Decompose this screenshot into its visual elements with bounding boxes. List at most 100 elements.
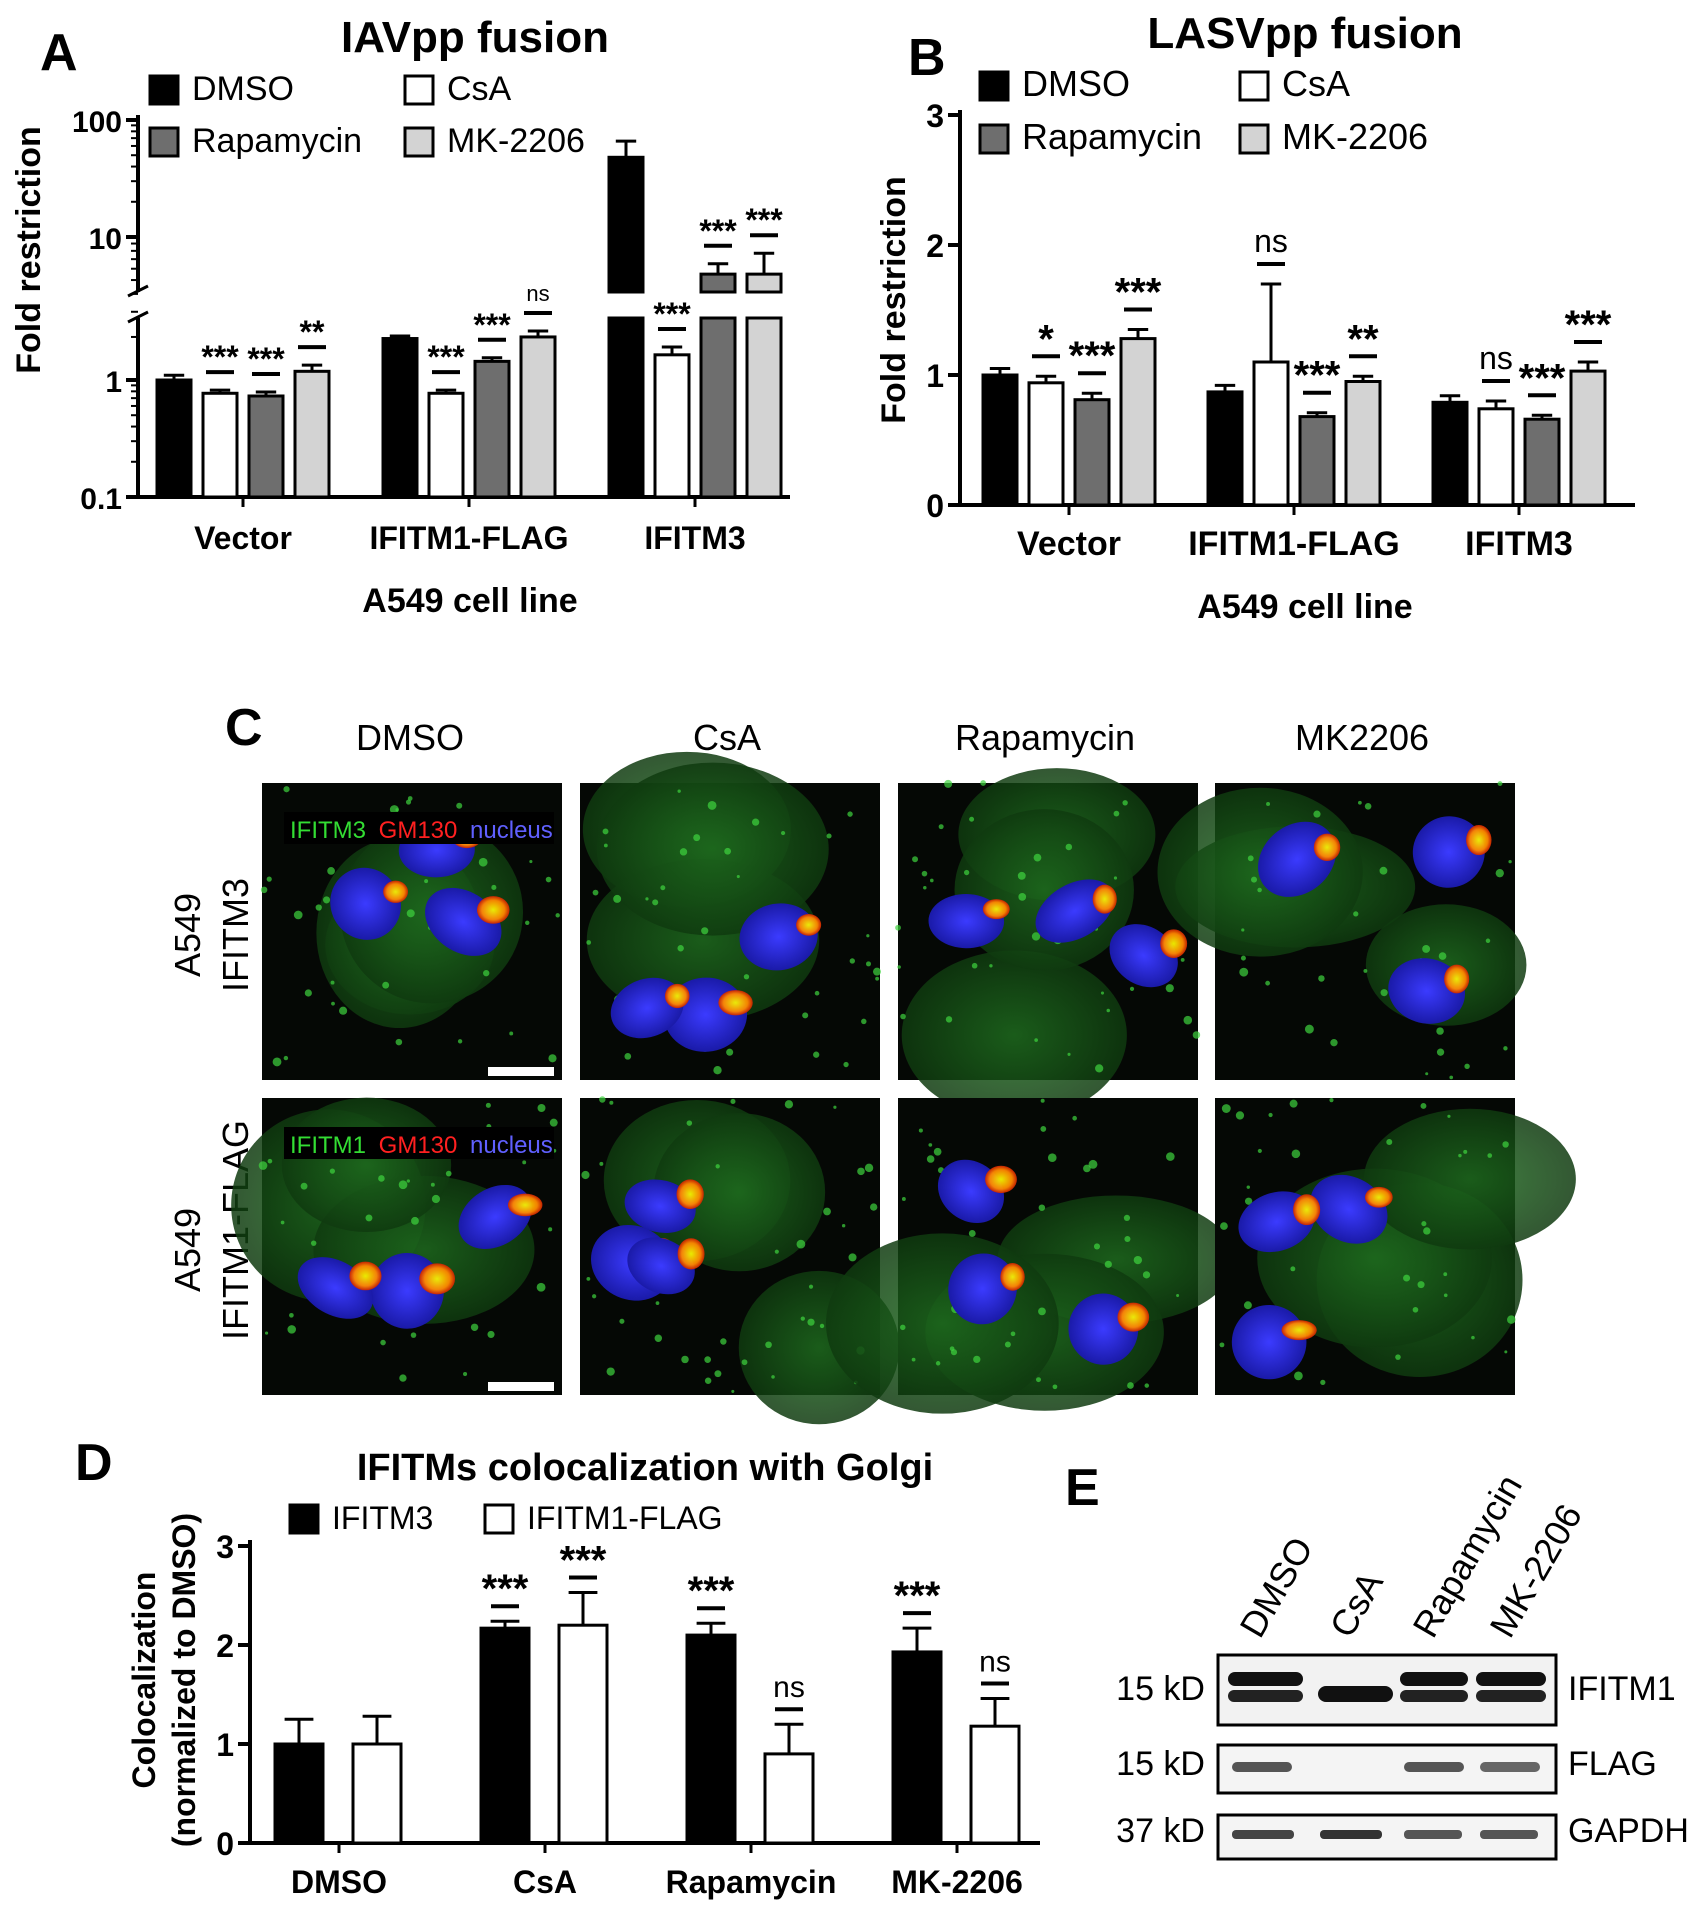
- significance-label-a-mk-2206-ifitm3: ***: [745, 202, 783, 238]
- y-tick-label: 10: [89, 223, 122, 256]
- legend-swatch-ifitm1-flag: [483, 1503, 515, 1535]
- bar-b-mk-2206-ifitm3: [1569, 369, 1607, 507]
- legend-b: DMSO CsA Rapamycin MK-2206: [978, 63, 1428, 157]
- legend-label-csa: CsA: [1282, 63, 1350, 104]
- x-tick-label-ifitm1-flag: IFITM1-FLAG: [369, 520, 568, 556]
- x-tick-label-rapamycin: Rapamycin: [666, 1864, 837, 1900]
- bar-b-rapamycin-vector: [1073, 398, 1111, 507]
- lane-label-dmso: DMSO: [1231, 1530, 1321, 1644]
- panel-label-a: A: [40, 24, 78, 82]
- blot-label-gapdh: GAPDH: [1568, 1812, 1689, 1850]
- significance-label-b-mk-2206-ifitm3: ***: [1565, 303, 1612, 347]
- bar-a-mk-2206-ifitm1-flag: [519, 335, 557, 499]
- significance-label-a-csa-ifitm1-flag: ***: [427, 339, 465, 375]
- y-tick-label: 3: [926, 98, 944, 134]
- significance-label-d-ifitm3-mk-2206: ***: [894, 1574, 941, 1618]
- row-label-line2-ifitm3: IFITM3: [215, 878, 256, 992]
- bar-a-csa-ifitm1-flag: [427, 391, 465, 499]
- significance-label-b-csa-ifitm3: ns: [1479, 340, 1513, 376]
- bar-b-csa-ifitm1-flag: [1252, 360, 1290, 507]
- blot-size-ifitm1: 15 kD: [1116, 1670, 1205, 1708]
- significance-label-a-rapamycin-ifitm3: ***: [699, 213, 737, 249]
- significance-label-b-rapamycin-ifitm1-flag: ***: [1294, 354, 1341, 398]
- significance-label-a-rapamycin-ifitm1-flag: ***: [473, 307, 511, 343]
- micrograph-ifitm3-csa: [580, 751, 881, 1080]
- legend-swatch-dmso: [978, 70, 1010, 102]
- x-tick-label-ifitm1-flag: IFITM1-FLAG: [1188, 525, 1400, 563]
- bar-a-rapamycin-ifitm1-flag: [473, 359, 511, 499]
- bar-a-mk-2206-ifitm3-lower: [745, 316, 783, 499]
- bar-a-rapamycin-vector: [247, 394, 285, 499]
- blot-size-gapdh: 37 kD: [1116, 1812, 1205, 1850]
- significance-label-d-ifitm3-csa: ***: [482, 1567, 529, 1611]
- significance-label-a-rapamycin-vector: ***: [247, 341, 285, 377]
- bar-a-dmso-vector: [155, 378, 193, 499]
- column-label-dmso: DMSO: [356, 717, 464, 758]
- y-axis-label-d: Colocalization: [126, 1572, 162, 1789]
- x-axis-label-a: A549 cell line: [362, 582, 577, 620]
- x-tick-label-ifitm3: IFITM3: [644, 520, 745, 556]
- x-tick-label-dmso: DMSO: [291, 1864, 387, 1900]
- y-tick-label: 3: [216, 1529, 234, 1565]
- stain-label-ifitm1: IFITM1: [290, 1132, 366, 1159]
- significance-label-a-mk-2206-vector: **: [300, 314, 325, 350]
- bar-b-dmso-vector: [981, 373, 1019, 507]
- column-label-rapamycin: Rapamycin: [955, 717, 1135, 758]
- bar-a-mk-2206-ifitm3: [745, 272, 783, 294]
- legend-label-csa: CsA: [447, 70, 512, 108]
- micrograph-ifitm3-mk2206: [1157, 781, 1527, 1080]
- y-tick-label: 1: [105, 366, 122, 399]
- y-axis-label-a: Fold restriction: [10, 126, 48, 373]
- blot-label-flag: FLAG: [1568, 1745, 1657, 1783]
- bar-d-ifitm1-flag-dmso: [351, 1742, 403, 1845]
- column-label-mk2206: MK2206: [1295, 717, 1429, 758]
- significance-label-d-ifitm1-flag-csa: ***: [560, 1539, 607, 1583]
- bar-a-mk-2206-vector: [293, 369, 331, 499]
- y-axis-label-b: Fold restriction: [875, 176, 913, 423]
- legend-label-ifitm1-flag: IFITM1-FLAG: [527, 1500, 723, 1536]
- bar-b-rapamycin-ifitm3: [1523, 417, 1561, 507]
- bar-d-ifitm1-flag-mk-2206: [969, 1724, 1021, 1845]
- bar-d-ifitm3-dmso: [273, 1742, 325, 1845]
- bar-a-csa-vector: [201, 391, 239, 499]
- micrograph-ifitm3-rapamycin: [895, 768, 1201, 1120]
- panel-e-western-blot: E DMSO CsA Rapamycin MK-2206 15 kD 15 kD…: [1065, 1459, 1689, 1861]
- legend-label-dmso: DMSO: [192, 70, 294, 108]
- x-tick-label-csa: CsA: [513, 1864, 577, 1900]
- micrograph-ifitm1-flag-mk2206: [1215, 1098, 1576, 1395]
- svg-text:IFITM1 GM130 nucle: IFITM1 GM130 nucleus: [290, 1132, 553, 1159]
- legend-label-rapamycin: Rapamycin: [192, 122, 362, 160]
- bar-a-dmso-ifitm3: [607, 155, 645, 294]
- chart-title-d: IFITMs colocalization with Golgi: [357, 1447, 933, 1489]
- y-tick-label: 0.1: [80, 483, 122, 516]
- stain-label-nucleus: nucleus: [470, 817, 553, 844]
- bar-d-ifitm1-flag-rapamycin: [763, 1752, 815, 1845]
- bar-b-mk-2206-ifitm1-flag: [1344, 380, 1382, 507]
- y-tick-label: 0: [926, 488, 944, 524]
- significance-label-b-mk-2206-vector: ***: [1115, 271, 1162, 315]
- y-tick-label: 1: [926, 358, 944, 394]
- bar-b-dmso-ifitm1-flag: [1206, 390, 1244, 507]
- legend-swatch-mk-2206: [1238, 123, 1270, 155]
- panel-label-d: D: [75, 1434, 113, 1492]
- legend-label-mk-2206: MK-2206: [447, 122, 585, 160]
- legend-swatch-rapamycin: [978, 123, 1010, 155]
- bar-d-ifitm1-flag-csa: [557, 1623, 609, 1845]
- x-tick-label-vector: Vector: [194, 520, 292, 556]
- micrograph-ifitm1-flag-rapamycin: [825, 1098, 1235, 1414]
- bar-b-csa-ifitm3: [1477, 407, 1515, 507]
- significance-label-b-mk-2206-ifitm1-flag: **: [1347, 317, 1379, 361]
- significance-label-b-csa-vector: *: [1038, 317, 1054, 361]
- bar-d-ifitm3-csa: [479, 1626, 531, 1845]
- legend-swatch-mk-2206: [403, 126, 435, 158]
- y-tick-label: 2: [926, 228, 944, 264]
- legend-a: DMSO CsA Rapamycin MK-2206: [148, 70, 585, 160]
- legend-swatch-rapamycin: [148, 126, 180, 158]
- row-label-line1-ifitm3: A549: [167, 893, 208, 977]
- significance-label-d-ifitm1-flag-mk-2206: ns: [979, 1645, 1011, 1678]
- bar-a-dmso-ifitm1-flag: [381, 337, 419, 499]
- legend-swatch-ifitm3: [288, 1503, 320, 1535]
- y-tick-label: 1: [216, 1727, 234, 1763]
- y-tick-label: 0: [216, 1826, 234, 1862]
